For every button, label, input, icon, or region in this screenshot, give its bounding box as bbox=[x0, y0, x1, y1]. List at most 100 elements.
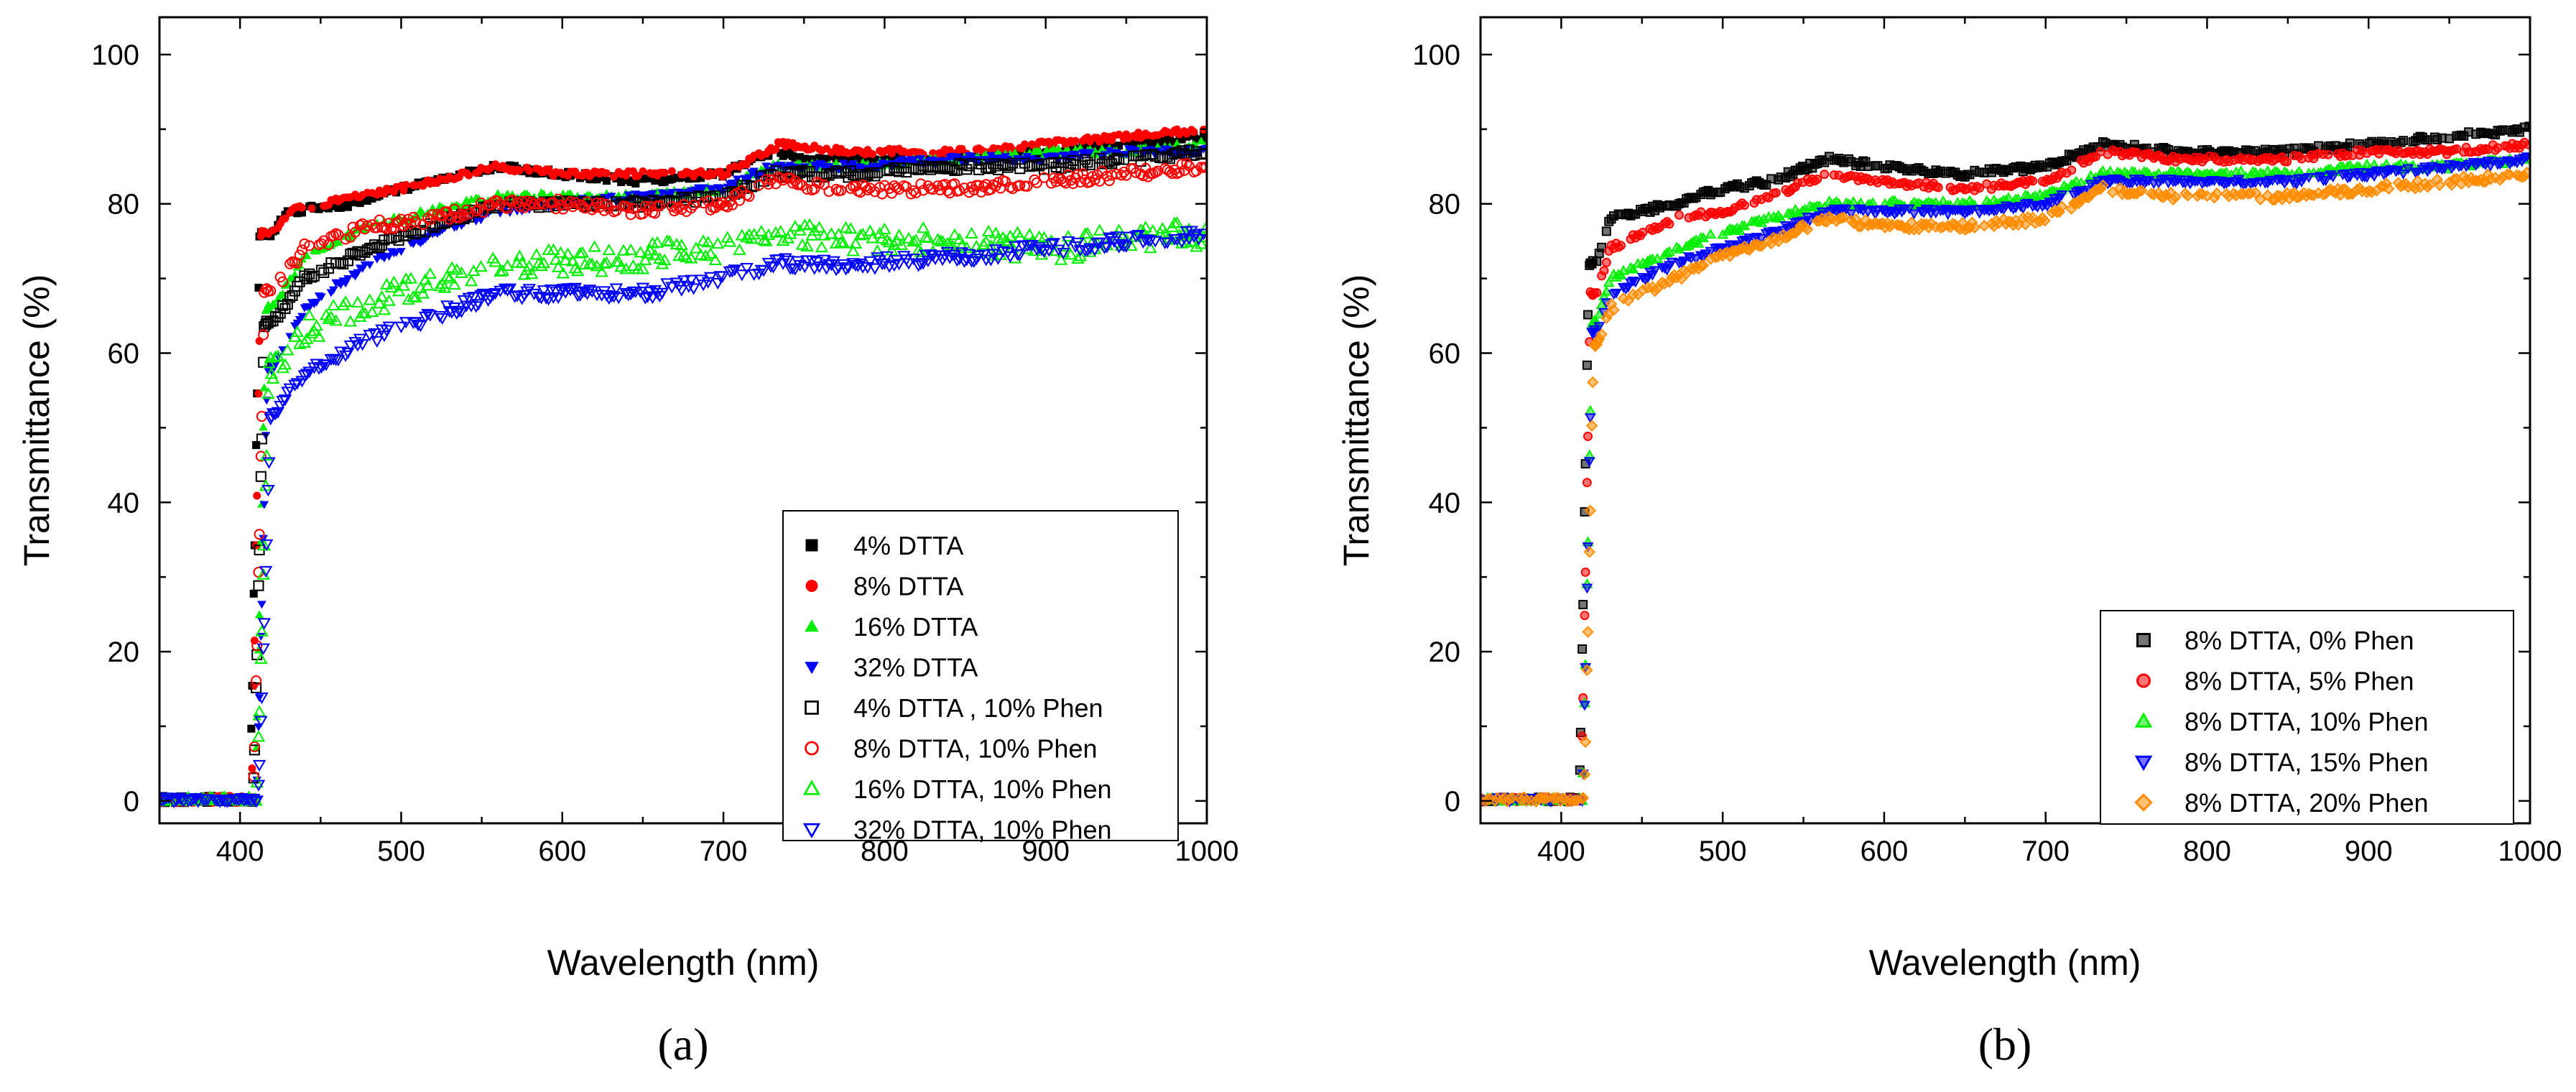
panel-a-x-tick-label: 1000 bbox=[1175, 836, 1239, 867]
panel-b-legend-entries: 8% DTTA, 0% Phen 8% DTTA, 5% Phen 8% DTTA,… bbox=[2134, 626, 2429, 818]
legend-label-4pct-dtta: 4% DTTA bbox=[853, 531, 963, 560]
data-point bbox=[1578, 700, 1590, 711]
data-point bbox=[458, 210, 470, 221]
data-point bbox=[892, 259, 906, 271]
data-point bbox=[698, 198, 709, 209]
data-point bbox=[264, 351, 278, 363]
data-point bbox=[1158, 139, 1167, 148]
data-point bbox=[2169, 190, 2182, 203]
data-point bbox=[648, 249, 662, 261]
legend-marker-8pct-dtta-5pct-phen bbox=[2136, 673, 2151, 688]
data-point bbox=[486, 290, 500, 302]
data-point bbox=[2424, 179, 2436, 191]
data-point bbox=[1603, 277, 1615, 287]
data-point bbox=[455, 266, 468, 278]
data-point bbox=[467, 292, 481, 304]
data-point bbox=[1114, 239, 1129, 251]
data-point bbox=[839, 264, 853, 276]
data-point bbox=[648, 190, 657, 198]
data-point bbox=[800, 239, 814, 252]
data-point bbox=[554, 246, 567, 258]
data-point bbox=[882, 236, 896, 248]
data-point bbox=[916, 258, 930, 270]
data-point bbox=[595, 265, 608, 277]
data-point bbox=[685, 203, 697, 214]
data-point bbox=[253, 580, 264, 591]
data-point bbox=[1168, 138, 1177, 147]
data-point bbox=[259, 535, 269, 543]
data-point bbox=[306, 272, 318, 283]
data-point bbox=[1578, 768, 1591, 781]
data-point bbox=[1968, 221, 1981, 234]
data-point bbox=[853, 228, 868, 241]
data-point bbox=[1771, 188, 1781, 198]
data-point bbox=[770, 165, 782, 177]
data-point bbox=[992, 177, 1004, 188]
data-point bbox=[281, 343, 295, 356]
data-point bbox=[565, 196, 576, 208]
data-point bbox=[1651, 282, 1664, 295]
data-point bbox=[1593, 322, 1606, 333]
data-point bbox=[2433, 179, 2446, 191]
data-point bbox=[670, 173, 679, 182]
data-point bbox=[262, 356, 276, 369]
data-point bbox=[255, 692, 269, 705]
data-point bbox=[909, 157, 919, 165]
data-point bbox=[2106, 186, 2119, 198]
data-point bbox=[397, 279, 411, 291]
data-point bbox=[370, 336, 384, 348]
data-point bbox=[264, 367, 279, 379]
legend-marker-16pct-dtta bbox=[805, 619, 819, 632]
data-point bbox=[278, 394, 292, 407]
data-point bbox=[1028, 146, 1037, 154]
data-point bbox=[1077, 168, 1088, 180]
data-point bbox=[256, 433, 267, 445]
data-point bbox=[551, 260, 565, 272]
panel-b-x-tick-label: 700 bbox=[2021, 836, 2070, 867]
data-point bbox=[501, 203, 514, 214]
data-point bbox=[600, 256, 613, 268]
panel-b-y-tick-label: 80 bbox=[1429, 189, 1461, 221]
data-point bbox=[1586, 376, 1599, 389]
data-point bbox=[283, 383, 297, 395]
data-point bbox=[402, 180, 410, 189]
data-point bbox=[701, 236, 715, 248]
data-point bbox=[1820, 157, 1830, 167]
data-point bbox=[566, 254, 580, 267]
panel-b-x-tick-label: 500 bbox=[1699, 836, 1747, 867]
data-point bbox=[525, 167, 534, 175]
data-point bbox=[965, 226, 978, 239]
data-point bbox=[1181, 157, 1192, 169]
data-point bbox=[1580, 568, 1590, 577]
data-point bbox=[1622, 295, 1634, 307]
data-point bbox=[1584, 504, 1597, 517]
panel-b-series-8pct-dtta-20pct-phen bbox=[1481, 166, 2530, 808]
data-point bbox=[1071, 237, 1085, 249]
data-point bbox=[627, 203, 639, 214]
data-point bbox=[297, 313, 307, 321]
data-point bbox=[814, 177, 825, 189]
data-point bbox=[1756, 233, 1768, 244]
data-point bbox=[1103, 232, 1116, 244]
panel-b-series-8pct-dtta-5pct-phen bbox=[1481, 137, 2530, 807]
data-point bbox=[302, 366, 316, 379]
data-point bbox=[1093, 223, 1107, 236]
data-point bbox=[381, 223, 392, 235]
data-point bbox=[310, 319, 323, 331]
data-point bbox=[1627, 263, 1639, 274]
panel-a-y-tick-label: 0 bbox=[124, 786, 139, 818]
data-point bbox=[220, 796, 234, 808]
data-point bbox=[1975, 183, 1984, 193]
data-point bbox=[1119, 241, 1134, 253]
data-point bbox=[723, 170, 732, 179]
legend-label-16pct-dtta: 16% DTTA bbox=[853, 612, 978, 642]
data-point bbox=[2514, 127, 2524, 137]
data-point bbox=[1014, 180, 1026, 191]
data-point bbox=[315, 361, 328, 374]
panel-b-y-tick-label: 100 bbox=[1412, 40, 1460, 71]
data-point bbox=[981, 224, 996, 237]
data-point bbox=[649, 208, 661, 219]
data-point bbox=[290, 270, 300, 279]
panel-a-label: (a) bbox=[657, 1019, 708, 1070]
